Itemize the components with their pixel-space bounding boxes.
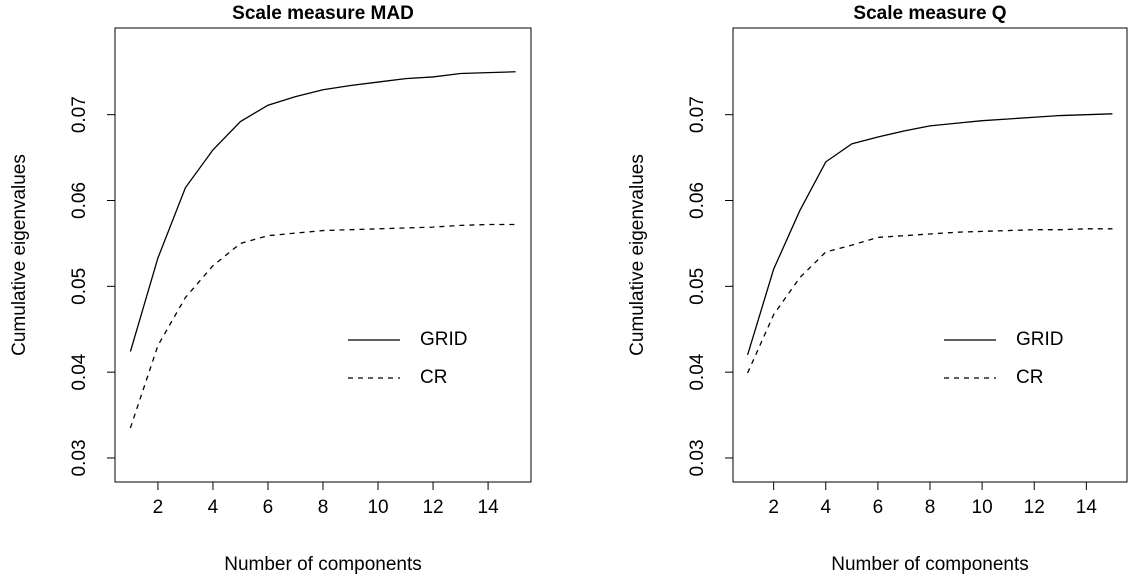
y-tick-label: 0.05 <box>687 268 708 305</box>
series-line <box>129 223 516 429</box>
x-tick-label: 6 <box>873 497 884 518</box>
legend-label: CR <box>420 367 447 388</box>
x-tick-label: 8 <box>925 497 936 518</box>
legend-label: CR <box>1016 367 1043 388</box>
x-axis-label: Number of components <box>831 554 1029 575</box>
x-tick-label: 14 <box>478 497 500 518</box>
y-tick-label: 0.04 <box>69 353 90 390</box>
legend-label: GRID <box>1016 329 1064 350</box>
y-axis-label: Cumulative eigenvalues <box>627 154 648 356</box>
plot-frame <box>732 27 1128 483</box>
x-tick-label: 2 <box>768 497 779 518</box>
x-tick-label: 6 <box>263 497 274 518</box>
y-axis-label: Cumulative eigenvalues <box>9 154 30 356</box>
x-axis-label: Number of components <box>224 554 422 575</box>
x-tick-label: 4 <box>208 497 219 518</box>
x-tick-label: 8 <box>318 497 329 518</box>
series-line <box>129 71 516 352</box>
x-tick-label: 12 <box>422 497 443 518</box>
series-line <box>746 228 1113 374</box>
plot-frame <box>114 27 532 483</box>
legend-label: GRID <box>420 329 468 350</box>
chart-title: Scale measure Q <box>853 3 1006 24</box>
y-tick-label: 0.03 <box>687 439 708 476</box>
series-line <box>746 113 1113 356</box>
x-tick-label: 4 <box>820 497 831 518</box>
y-tick-label: 0.03 <box>69 439 90 476</box>
chart-title: Scale measure MAD <box>232 3 414 24</box>
x-tick-label: 14 <box>1076 497 1098 518</box>
y-tick-label: 0.06 <box>69 182 90 219</box>
x-tick-label: 10 <box>972 497 993 518</box>
x-tick-label: 10 <box>367 497 388 518</box>
y-tick-label: 0.06 <box>687 182 708 219</box>
y-tick-label: 0.05 <box>69 268 90 305</box>
y-tick-label: 0.07 <box>687 96 708 133</box>
x-tick-label: 12 <box>1024 497 1045 518</box>
y-tick-label: 0.04 <box>687 353 708 390</box>
x-tick-label: 2 <box>153 497 164 518</box>
y-tick-label: 0.07 <box>69 96 90 133</box>
